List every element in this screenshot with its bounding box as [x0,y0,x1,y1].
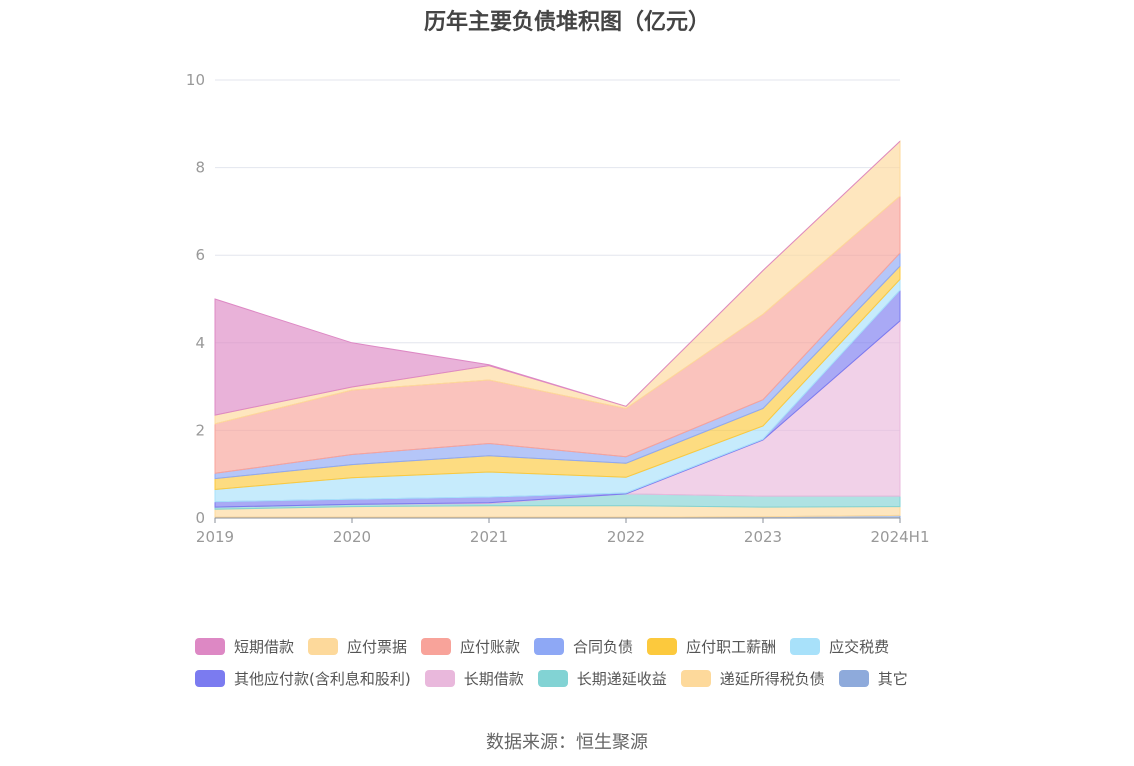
x-tick-label: 2023 [744,528,782,546]
axes: 0 2 4 6 8 10 2019 2020 2021 2022 2023 2024H1 [186,71,930,546]
legend-item[interactable]: 合同负债 [534,636,633,657]
x-tick-label: 2020 [333,528,371,546]
legend-item[interactable]: 应付票据 [308,636,407,657]
legend-label: 合同负债 [573,637,634,656]
legend-swatch [534,637,565,655]
area-短期借款 [214,140,901,416]
x-tick-label: 2021 [470,528,508,546]
data-source: 数据来源：恒生聚源 [486,732,648,753]
legend-label: 其他应付款(含利息和股利) [234,669,411,688]
legend-swatch [838,669,869,687]
legend-row: 短期借款 应付票据 应付账款 合同负债 应付职工薪酬 应交税费 [195,630,975,662]
legend-item[interactable]: 应付职工薪酬 [647,636,776,657]
legend-label: 长期递延收益 [576,669,667,688]
legend-label: 长期借款 [463,669,524,688]
legend-label: 应付职工薪酬 [686,637,777,656]
legend-label: 应交税费 [829,637,890,656]
legend-label: 递延所得税负债 [719,669,825,688]
legend: 短期借款 应付票据 应付账款 合同负债 应付职工薪酬 应交税费其他应付款(含利息和股利) 长… [195,630,975,694]
y-tick-label: 4 [195,334,205,352]
legend-item[interactable]: 短期借款 [195,636,294,657]
legend-item[interactable]: 长期借款 [424,668,524,689]
legend-label: 应付账款 [460,637,521,656]
x-tick-label: 2024H1 [871,528,930,546]
legend-label: 短期借款 [234,637,295,656]
legend-swatch [195,637,225,655]
legend-row: 其他应付款(含利息和股利) 长期借款 长期递延收益 递延所得税负债 其它 [195,662,975,694]
legend-swatch [647,637,678,655]
legend-item[interactable]: 长期递延收益 [537,668,667,689]
legend-item[interactable]: 递延所得税负债 [680,668,825,689]
legend-label: 应付票据 [347,637,408,656]
legend-label: 其它 [877,669,908,688]
y-tick-label: 2 [195,421,205,439]
y-tick-label: 8 [195,159,205,177]
stacked-area-chart: 0 2 4 6 8 10 2019 2020 2021 2022 2023 2024H1 [186,71,930,546]
chart-title: 历年主要负债堆积图（亿元） [423,10,710,35]
y-tick-label: 10 [186,71,205,89]
legend-swatch [790,637,821,655]
legend-item[interactable]: 其它 [838,668,908,689]
legend-swatch [308,637,339,655]
legend-swatch [680,669,711,687]
legend-swatch [424,669,455,687]
y-tick-label: 0 [195,509,205,527]
legend-item[interactable]: 应交税费 [790,636,889,657]
legend-swatch [195,669,225,687]
series-areas [214,140,901,519]
legend-swatch [537,669,568,687]
legend-item[interactable]: 应付账款 [421,636,520,657]
x-tick-label: 2022 [607,528,645,546]
x-tick-label: 2019 [196,528,234,546]
legend-swatch [421,637,452,655]
y-tick-label: 6 [195,246,205,264]
legend-item[interactable]: 其他应付款(含利息和股利) [195,668,411,689]
